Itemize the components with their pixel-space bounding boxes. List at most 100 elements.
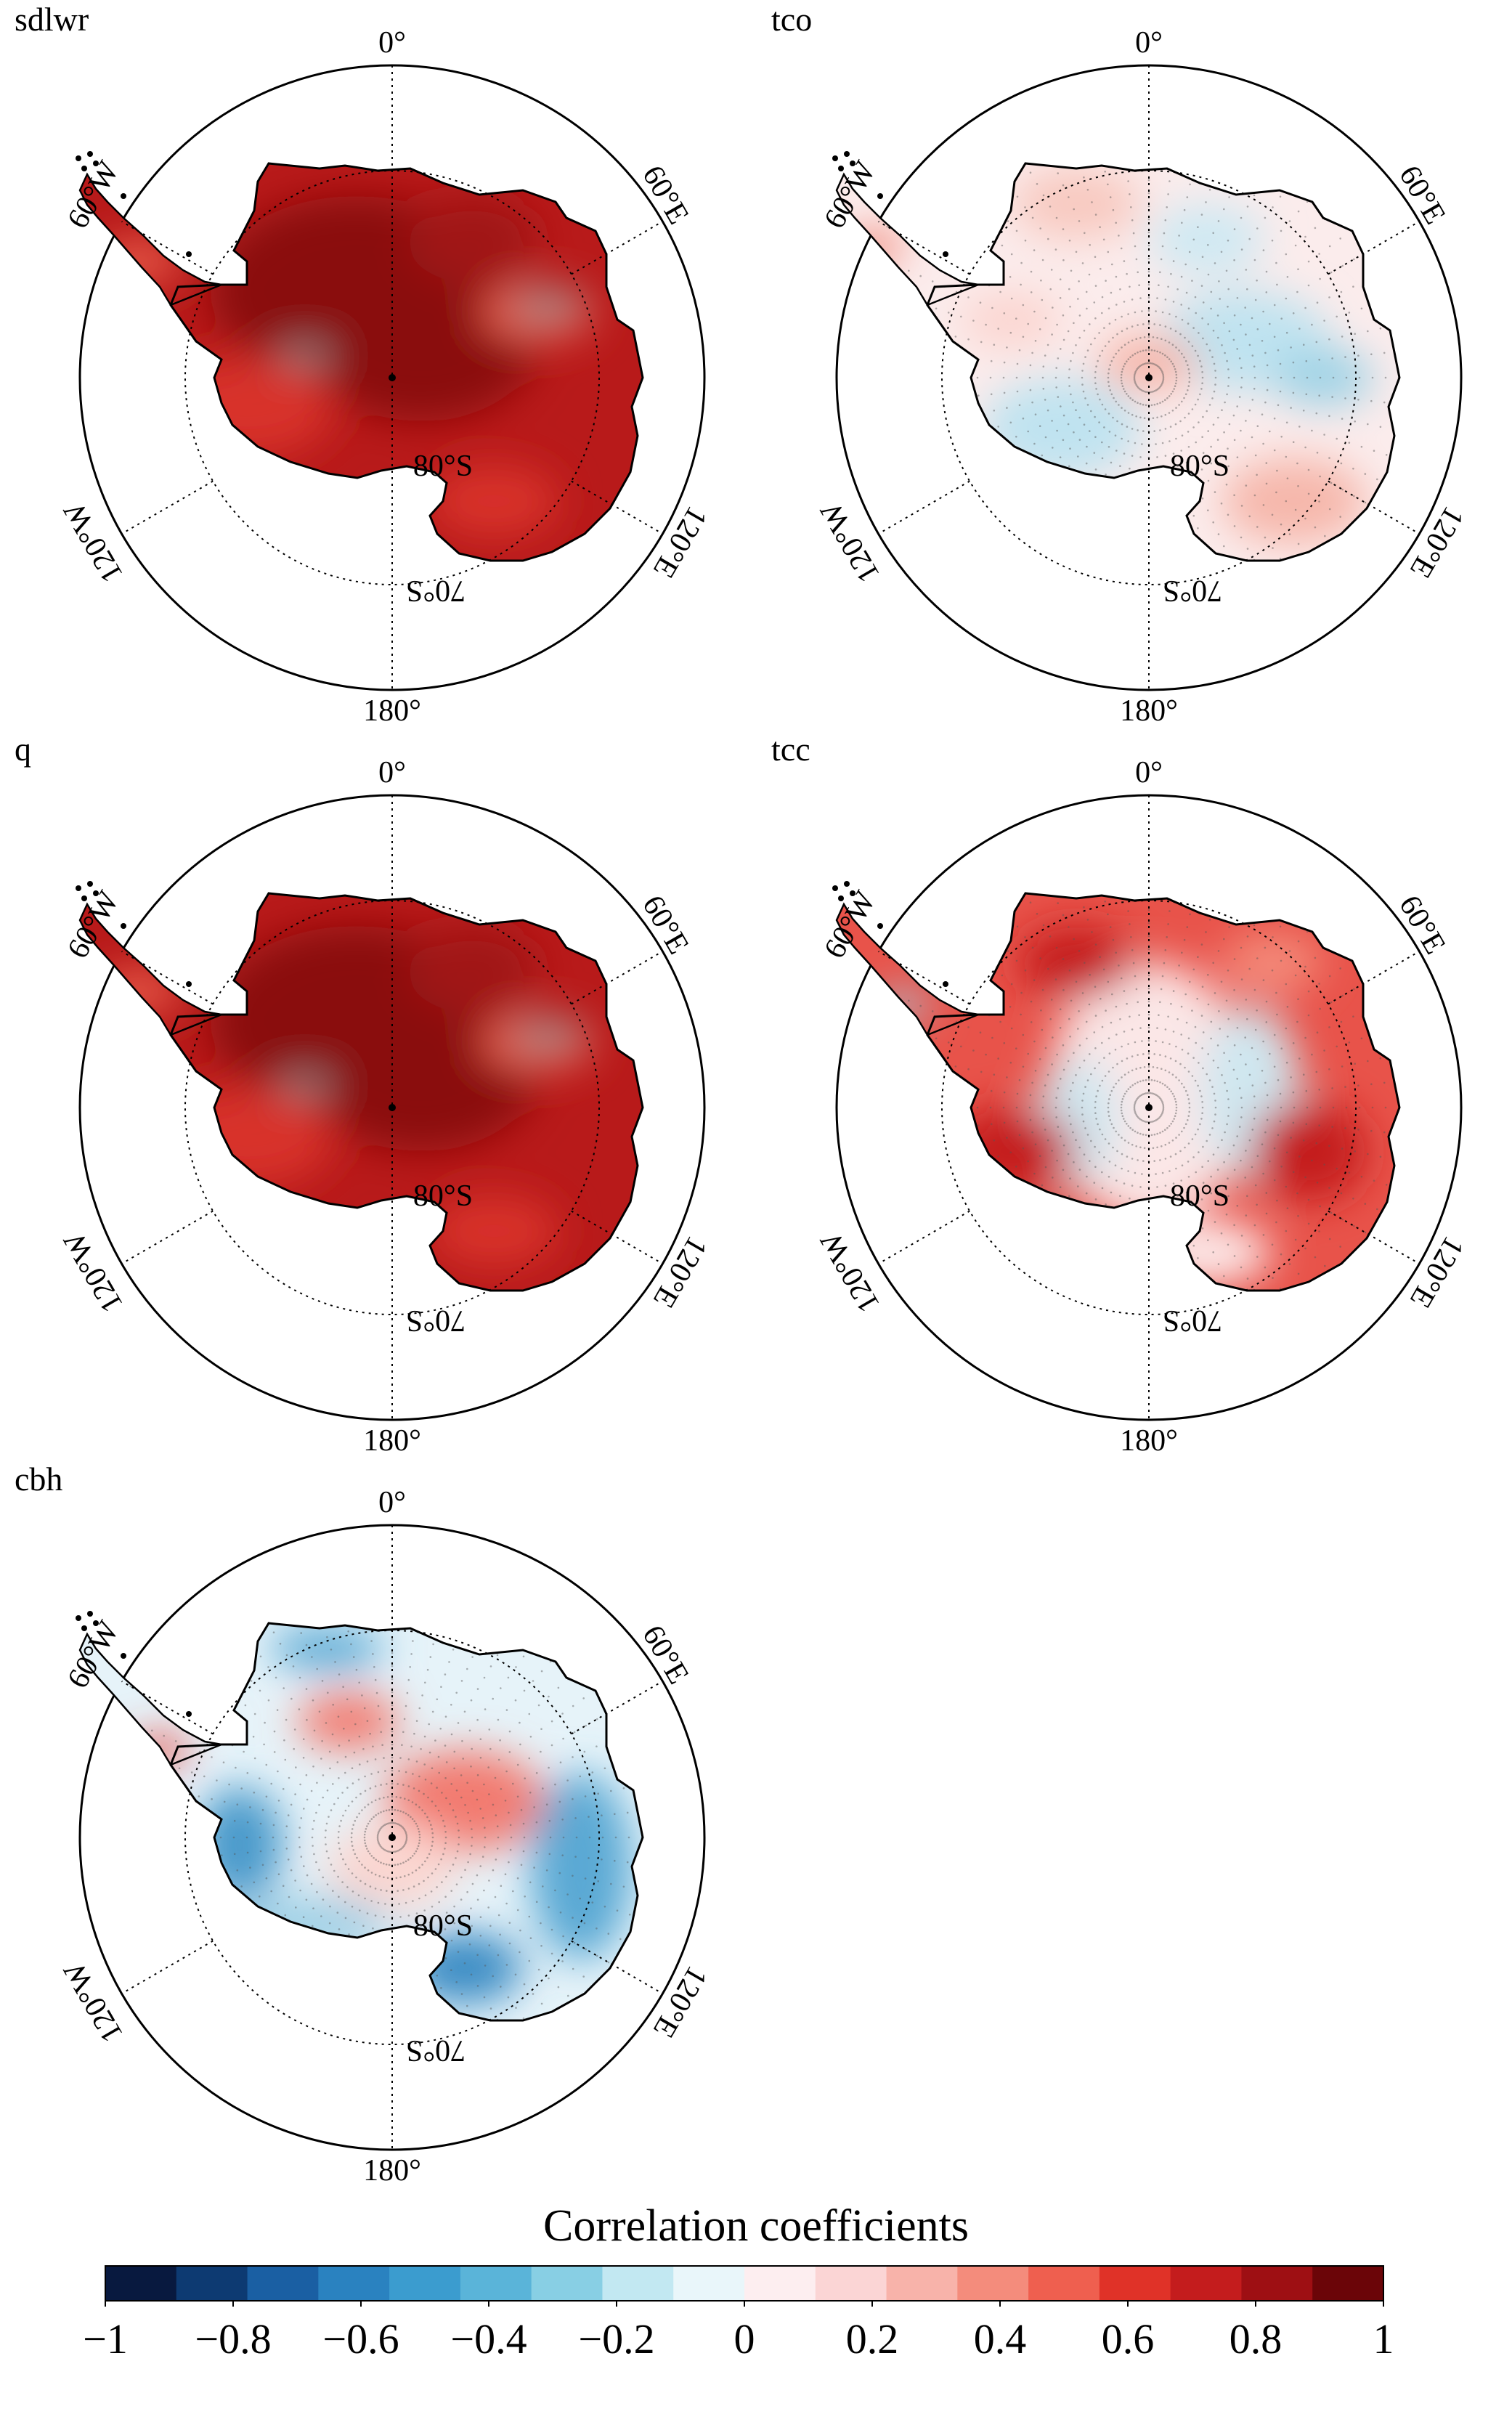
meridian (571, 1940, 663, 1994)
continent-fill (837, 163, 1399, 561)
colorbar-tick-label: −0.2 (578, 2315, 654, 2363)
colorbar-title: Correlation coefficients (543, 2201, 969, 2251)
lat-label-80s: 80°S (413, 1179, 473, 1213)
lon-label-120w: 120°W (814, 496, 887, 588)
coastline (169, 162, 644, 562)
colorbar-tick-label: −0.6 (322, 2315, 399, 2363)
colorbar-swatch (815, 2266, 887, 2301)
lat-label-80s: 80°S (413, 1909, 473, 1943)
coastline (78, 902, 225, 1036)
lon-label-180: 180° (363, 694, 421, 726)
colorbar-swatch (531, 2266, 603, 2301)
lon-label-120w: 120°W (57, 496, 130, 588)
panel-label: sdlwr (15, 1, 89, 38)
meridian (121, 1210, 214, 1264)
continent-fill (80, 1623, 643, 2020)
meridian (121, 1940, 214, 1994)
lon-label-120w: 120°W (57, 1956, 130, 2048)
coastline (835, 172, 982, 306)
colorbar-swatch (318, 2266, 390, 2301)
lat-label-80s: 80°S (413, 450, 473, 483)
meridian (1328, 221, 1420, 275)
continent-fill (80, 893, 643, 1291)
meridian (878, 480, 970, 535)
meridian (571, 221, 663, 275)
lon-label-120w: 120°W (814, 1226, 887, 1318)
continent-fill (837, 893, 1399, 1291)
colorbar-swatch (673, 2266, 745, 2301)
lon-label-0: 0° (1135, 26, 1163, 60)
continent-fill (80, 163, 643, 561)
coastline (835, 902, 982, 1036)
colorbar-swatch (957, 2266, 1029, 2301)
colorbar-swatch (105, 2266, 177, 2301)
meridian (121, 480, 214, 535)
meridian (121, 1681, 214, 1735)
lon-label-0: 0° (1135, 756, 1163, 789)
meridian (571, 1681, 663, 1735)
colorbar-swatch (1099, 2266, 1171, 2301)
meridian (571, 480, 663, 535)
coastline (926, 162, 1401, 562)
colorbar-swatch (389, 2266, 461, 2301)
panel-label: tco (771, 1, 813, 38)
colorbar-tick-label: −1 (83, 2315, 128, 2363)
coastline (78, 1632, 225, 1766)
map-panel-cbh: cbh 0° 60°E 120°E 180° 120°W 60°W 80°S 70°S (15, 1460, 741, 2186)
lon-label-0: 0° (378, 1486, 406, 1519)
south-pole-marker (389, 1104, 396, 1111)
map-panel-tco: tco 0° 60°E 120°E 180° 120°W 60°W 80°S 70°S (771, 0, 1497, 726)
meridian (1328, 1210, 1420, 1264)
lon-label-0: 0° (378, 26, 406, 60)
colorbar-tick-label: 0.4 (974, 2315, 1027, 2363)
south-pole-marker (1145, 1104, 1153, 1111)
panel-label: tcc (771, 731, 810, 768)
map-panel-q: q 0° 60°E 120°E 180° 120°W 60°W 80°S 70°S (15, 730, 741, 1456)
colorbar-tick-label: −0.8 (195, 2315, 271, 2363)
colorbar-tick-label: 1 (1373, 2315, 1394, 2363)
colorbar-swatch (886, 2266, 958, 2301)
lon-label-0: 0° (378, 756, 406, 789)
meridian (878, 1210, 970, 1264)
colorbar-tick-label: 0.8 (1229, 2315, 1283, 2363)
colorbar-swatch (602, 2266, 674, 2301)
meridian (878, 221, 970, 275)
lat-label-70s: 70°S (406, 1304, 466, 1337)
colorbar-swatch (1028, 2266, 1100, 2301)
colorbar: −1 −0.8 −0.6 −0.4 −0.2 0 0.2 0.4 0.6 0.8 1 (83, 2265, 1394, 2363)
colorbar-swatch (1312, 2266, 1384, 2301)
lat-label-80s: 80°S (1170, 450, 1229, 483)
lon-label-120w: 120°W (57, 1226, 130, 1318)
meridian (571, 1210, 663, 1264)
colorbar-swatch (247, 2266, 319, 2301)
lon-label-180: 180° (363, 1424, 421, 1456)
map-panel-tcc: tcc 0° 60°E 120°E 180° 120°W 60°W 80°S 70°S (771, 730, 1497, 1456)
lat-label-70s: 70°S (406, 574, 466, 607)
south-pole-marker (389, 1834, 396, 1841)
coastline (169, 892, 644, 1292)
meridian (1328, 480, 1420, 535)
lon-label-180: 180° (1120, 1424, 1178, 1456)
meridian (571, 951, 663, 1005)
colorbar-swatch (460, 2266, 532, 2301)
colorbar-tick-label: −0.4 (450, 2315, 527, 2363)
meridian (121, 951, 214, 1005)
colorbar-swatch (744, 2266, 816, 2301)
lon-label-180: 180° (363, 2154, 421, 2186)
coastline (78, 172, 225, 306)
lat-label-80s: 80°S (1170, 1179, 1229, 1213)
lat-label-70s: 70°S (406, 2034, 466, 2067)
colorbar-swatch (1170, 2266, 1242, 2301)
lat-label-70s: 70°S (1163, 574, 1222, 607)
colorbar-swatch (176, 2266, 248, 2301)
lon-label-180: 180° (1120, 694, 1178, 726)
meridian (1328, 951, 1420, 1005)
meridian (121, 221, 214, 275)
colorbar-tick-label: 0.6 (1102, 2315, 1155, 2363)
panel-label: q (15, 731, 31, 768)
